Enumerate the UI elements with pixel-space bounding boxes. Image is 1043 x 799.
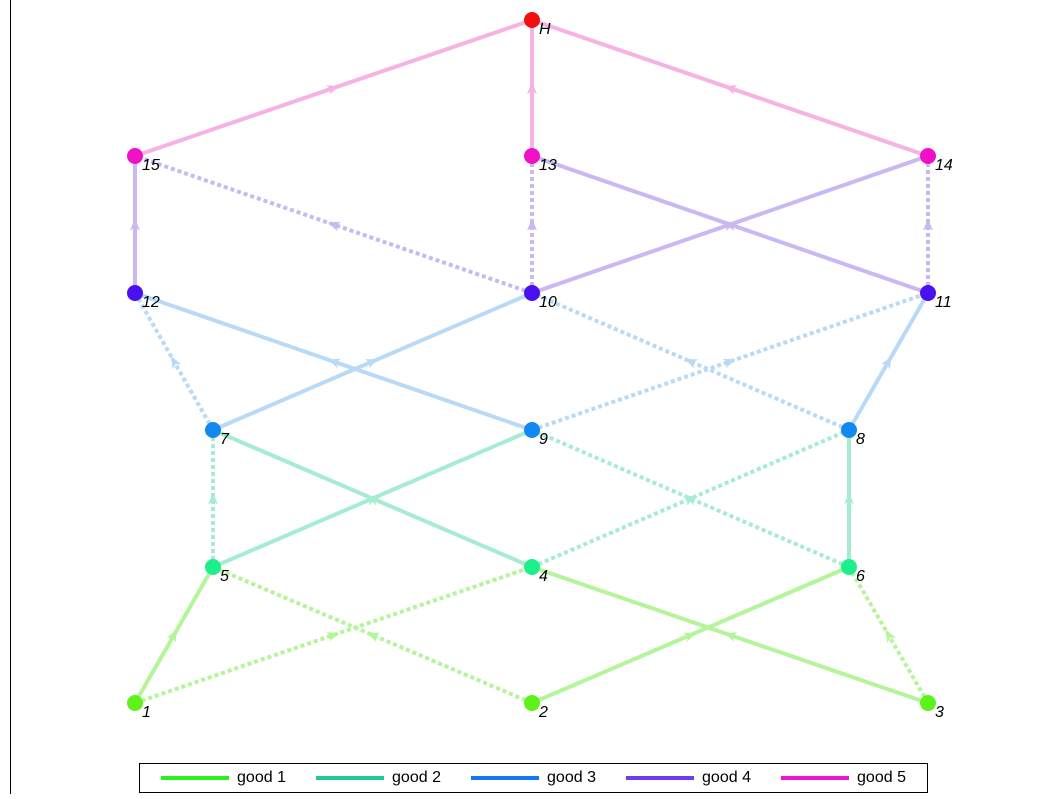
edge-arrow-9-12 — [327, 358, 341, 369]
node-6 — [841, 559, 857, 575]
node-8 — [841, 422, 857, 438]
node-label-1: 1 — [142, 704, 151, 721]
node-2 — [524, 695, 540, 711]
legend-item-good-5: good 5 — [781, 769, 906, 787]
edge-arrow-10-13 — [527, 218, 537, 231]
legend-label: good 5 — [857, 769, 906, 786]
legend-swatch — [781, 776, 850, 780]
node-13 — [524, 148, 540, 164]
edges-layer — [130, 18, 933, 705]
edge-arrow-1-5 — [166, 629, 177, 643]
edge-arrow-8-10 — [684, 359, 698, 369]
legend-swatch — [626, 776, 695, 780]
legend-swatch — [161, 776, 230, 780]
edge-arrow-11-13 — [724, 221, 738, 232]
edge-arrow-7-12 — [171, 356, 182, 370]
node-label-4: 4 — [539, 568, 548, 585]
legend-label: good 2 — [392, 769, 441, 786]
edge-arrow-7-10 — [365, 359, 379, 369]
edge-6-9 — [531, 428, 850, 569]
node-label-11: 11 — [935, 294, 952, 311]
node-3 — [920, 695, 936, 711]
legend-item-good-3: good 3 — [471, 769, 596, 787]
edge-arrow-1-4 — [326, 632, 340, 642]
node-label-10: 10 — [539, 294, 557, 311]
edge-arrow-9-11 — [722, 358, 736, 369]
node-label-13: 13 — [539, 157, 557, 174]
legend-label: good 4 — [702, 769, 751, 786]
legend-item-good-1: good 1 — [161, 769, 286, 787]
edge-arrow-6-8 — [844, 492, 854, 505]
node-label-7: 7 — [220, 431, 230, 448]
edge-arrow-3-6 — [885, 629, 896, 643]
node-5 — [205, 559, 221, 575]
edge-arrow-12-15 — [130, 218, 140, 231]
edge-arrow-15-H — [326, 85, 340, 95]
edge-arrow-8-11 — [881, 356, 892, 370]
node-label-9: 9 — [539, 431, 548, 448]
node-12 — [127, 285, 143, 301]
edge-arrow-5-9 — [365, 496, 379, 506]
axis-line — [10, 0, 11, 794]
node-15 — [127, 148, 143, 164]
edge-arrow-6-9 — [684, 496, 698, 506]
node-4 — [524, 559, 540, 575]
node-7 — [205, 422, 221, 438]
edge-4-8 — [531, 428, 850, 569]
node-9 — [524, 422, 540, 438]
edge-2-5 — [212, 565, 533, 705]
edge-arrow-2-5 — [366, 632, 380, 642]
node-label-6: 6 — [856, 568, 865, 585]
node-label-2: 2 — [538, 704, 548, 721]
node-H — [524, 12, 540, 28]
node-1 — [127, 695, 143, 711]
edge-arrow-13-H — [527, 82, 537, 94]
node-label-12: 12 — [142, 294, 160, 311]
legend-label: good 3 — [547, 769, 596, 786]
node-label-14: 14 — [935, 157, 953, 174]
node-label-8: 8 — [856, 431, 865, 448]
edge-arrow-2-6 — [683, 632, 697, 642]
edge-arrow-10-15 — [327, 221, 341, 232]
edge-arrow-11-14 — [923, 218, 933, 231]
node-14 — [920, 148, 936, 164]
legend-swatch — [316, 776, 385, 780]
legend-swatch — [471, 776, 540, 780]
node-label-H: H — [539, 21, 551, 38]
legend-item-good-4: good 4 — [626, 769, 751, 787]
node-10 — [524, 285, 540, 301]
edge-8-10 — [531, 291, 850, 432]
node-label-5: 5 — [220, 568, 229, 585]
legend-label: good 1 — [237, 769, 286, 786]
node-label-15: 15 — [142, 157, 160, 174]
node-label-3: 3 — [935, 704, 944, 721]
edge-arrow-5-7 — [208, 492, 218, 505]
legend: good 1 good 2 good 3 good 4 good 5 — [139, 763, 928, 793]
edge-arrow-14-H — [724, 85, 738, 95]
legend-item-good-2: good 2 — [316, 769, 441, 787]
edge-arrow-3-4 — [724, 632, 738, 642]
node-11 — [920, 285, 936, 301]
